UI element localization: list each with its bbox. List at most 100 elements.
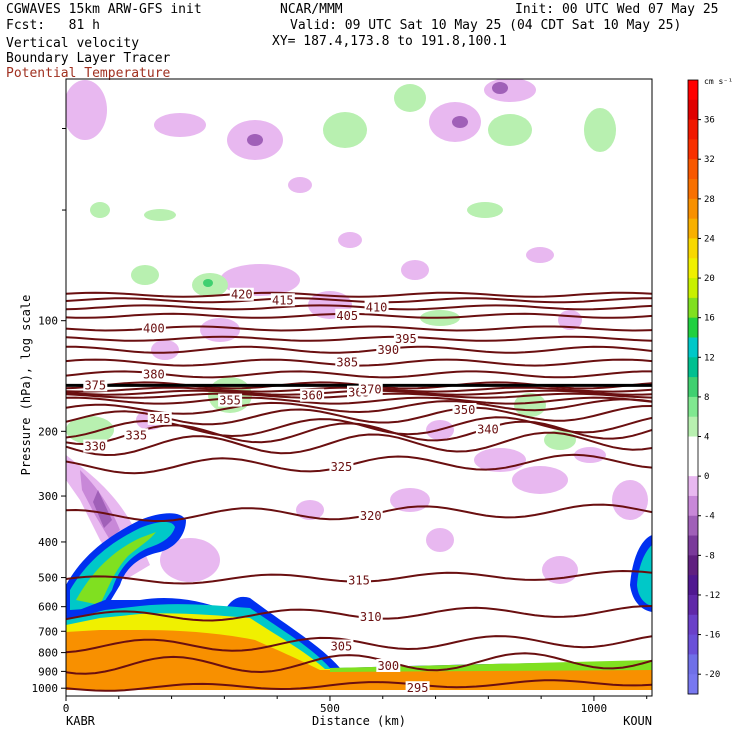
plot-frame — [65, 78, 653, 697]
theta-label-bg — [347, 573, 371, 587]
colorbar-swatch — [688, 159, 698, 180]
theta-label-bg — [147, 411, 172, 425]
colorbar-swatch — [688, 674, 698, 695]
theta-label-bg — [358, 609, 383, 623]
theta-label-bg — [364, 300, 389, 314]
theta-label-bg — [335, 308, 360, 322]
colorbar-swatch — [688, 238, 698, 259]
velocity-blob — [66, 416, 114, 444]
colorbar-swatch — [688, 99, 698, 121]
theta-label-bg — [329, 639, 354, 653]
theta-contour-420 — [66, 291, 652, 298]
velocity-blob — [288, 177, 312, 193]
colorbar-swatch — [688, 594, 698, 616]
theta-label-bg — [393, 331, 418, 345]
y-tick-label: 200 — [38, 425, 58, 438]
velocity-blob — [160, 538, 220, 582]
colorbar-tick-label: 0 — [704, 472, 709, 482]
velocity-blob — [526, 247, 554, 263]
x-tick-label: 0 — [63, 702, 70, 715]
model-title: CGWAVES 15km ARW-GFS init — [6, 2, 202, 17]
theta-label: 340 — [477, 423, 499, 437]
x-axis-label: Distance (km) — [312, 714, 406, 728]
theta-label: 335 — [125, 428, 147, 442]
colorbar-swatch — [688, 575, 698, 596]
theta-contour-330 — [66, 431, 652, 457]
theta-label: 345 — [149, 412, 171, 426]
theta-contour-305 — [66, 635, 652, 654]
colorbar-tick-label: 36 — [704, 116, 715, 126]
theta-label: 380 — [143, 367, 165, 381]
velocity-blob — [296, 500, 324, 520]
right-station-label: KOUN — [623, 714, 652, 728]
x-tick-label: 500 — [320, 702, 340, 715]
velocity-shading-upper — [66, 79, 616, 360]
theta-label: 400 — [143, 321, 165, 335]
colorbar-swatch — [688, 278, 698, 299]
theta-label-bg — [141, 321, 166, 335]
theta-contour-415 — [66, 297, 652, 304]
velocity-blob — [426, 528, 454, 552]
y-tick-label: 400 — [38, 536, 58, 549]
colorbar-swatch — [688, 634, 698, 655]
velocity-blob — [612, 480, 648, 520]
velocity-blob — [203, 279, 213, 287]
theta-label-bg — [358, 382, 383, 396]
valid-time: Valid: 09 UTC Sat 10 May 25 (04 CDT Sat … — [290, 18, 682, 33]
theta-label: 370 — [360, 383, 382, 397]
colorbar-tick-label: 12 — [704, 353, 715, 363]
colorbar-swatch — [688, 495, 698, 517]
colorbar-swatch — [688, 218, 698, 239]
theta-label: 385 — [336, 356, 358, 370]
theta-label: 300 — [377, 659, 399, 673]
theta-label: 395 — [395, 332, 417, 346]
theta-contour-labels: 295 300 305 310 315 320 325 330 335 340 345 350 355 3… — [83, 287, 500, 695]
colorbar-swatch — [688, 396, 698, 418]
velocity-blob — [394, 84, 426, 112]
y-axis: 100 200 300 400 500 600 700 800 900 1000 — [32, 128, 66, 695]
colorbar-swatch — [688, 476, 698, 497]
theta-label-bg — [335, 355, 360, 369]
colorbar-swatch — [688, 198, 698, 220]
velocity-blob — [154, 113, 206, 137]
tracer-lower-plume — [66, 630, 652, 690]
colorbar-tick-label: 20 — [704, 274, 715, 284]
colorbar-swatch — [688, 614, 698, 636]
colorbar-swatch — [688, 80, 698, 101]
colorbar-swatch — [688, 119, 698, 140]
theta-label-bg — [329, 459, 354, 473]
theta-label-bg — [83, 378, 108, 392]
colorbar-swatch — [688, 258, 698, 279]
theta-label-bg — [83, 439, 108, 453]
field-label-vertical-velocity: Vertical velocity — [6, 36, 140, 51]
theta-contour-355 — [66, 396, 652, 405]
theta-label-bg — [376, 342, 401, 356]
colorbar-swatch — [688, 297, 698, 319]
y-tick-label: 700 — [38, 625, 58, 638]
init-time: Init: 00 UTC Wed 07 May 25 — [515, 2, 719, 17]
theta-contour-410 — [66, 304, 652, 311]
theta-label-bg — [141, 367, 166, 381]
theta-label: 315 — [348, 574, 370, 588]
theta-label-bg — [405, 681, 430, 695]
theta-label: 320 — [360, 509, 382, 523]
velocity-blob — [467, 202, 503, 218]
theta-label-bg — [124, 428, 149, 442]
colorbar-swatch — [688, 654, 698, 675]
theta-label: 360 — [301, 389, 323, 403]
colorbar-tick-label: 32 — [704, 155, 715, 165]
theta-label-bg — [475, 422, 500, 436]
velocity-blob — [488, 114, 532, 146]
colorbar-tick-label: -8 — [704, 551, 715, 561]
colorbar-swatch — [688, 555, 698, 576]
theta-contour-390 — [66, 345, 652, 354]
colorbar-swatch — [688, 456, 698, 477]
colorbar-swatch — [688, 179, 698, 200]
theta-label: 325 — [331, 460, 353, 474]
y-tick-label: 500 — [38, 572, 58, 585]
velocity-blob — [584, 108, 616, 152]
velocity-blob — [452, 116, 468, 128]
theta-label-bg — [300, 388, 325, 402]
y-tick-label: 100 — [38, 315, 58, 328]
